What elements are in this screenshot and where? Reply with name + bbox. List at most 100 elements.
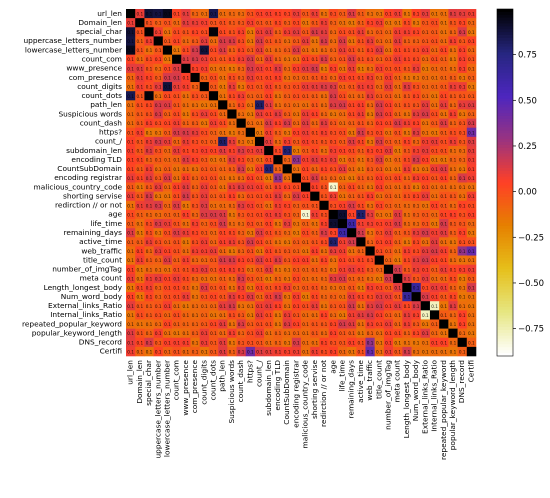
cell-annotation: 0.1 (394, 48, 401, 53)
cell-annotation: 0.1 (164, 121, 171, 126)
cell-annotation: 0.1 (127, 130, 134, 135)
heatmap-cell (218, 191, 228, 202)
cell-annotation: 0.1 (238, 185, 245, 190)
heatmap-cell (190, 164, 200, 174)
cell-annotation: 0.1 (330, 331, 337, 336)
cell-annotation: 0.1 (155, 158, 162, 163)
heatmap-cell (411, 82, 422, 92)
cell-annotation: 0.1 (422, 313, 429, 318)
cell-annotation: 0.1 (440, 276, 447, 281)
cell-annotation: 0.1 (238, 48, 245, 53)
heatmap-cell (282, 319, 293, 329)
heatmap-cell (236, 145, 247, 156)
heatmap-cell (328, 282, 339, 293)
heatmap-cell (218, 273, 228, 284)
heatmap-cell (291, 63, 302, 74)
heatmap-cell (291, 72, 302, 83)
heatmap-cell (457, 255, 468, 265)
heatmap-cell (466, 219, 477, 229)
heatmap-cell (227, 328, 237, 339)
heatmap-cell (245, 72, 256, 83)
cell-annotation: 0.1 (385, 176, 392, 181)
heatmap-cell (172, 54, 182, 65)
heatmap-cell (356, 273, 366, 284)
cell-annotation: 0.1 (468, 121, 475, 126)
colorbar-tick-label: 0.25 (518, 142, 537, 152)
cell-annotation: 0.1 (321, 313, 328, 318)
heatmap-cell (337, 155, 348, 165)
heatmap-cell (208, 209, 219, 220)
heatmap-cell (181, 273, 191, 284)
heatmap-cell (310, 273, 320, 284)
heatmap-cell (153, 182, 164, 192)
heatmap-cell (208, 164, 219, 174)
heatmap-cell (420, 292, 431, 302)
heatmap-cell (254, 100, 265, 110)
heatmap-cell (374, 9, 385, 19)
cell-annotation: 0.1 (367, 94, 374, 99)
heatmap-cell (181, 63, 191, 74)
cell-annotation: 0.1 (210, 212, 217, 217)
heatmap-cell (245, 273, 256, 284)
heatmap-cell (328, 63, 339, 74)
heatmap-cell (319, 219, 329, 229)
colorbar-segment (497, 214, 513, 218)
colorbar-segment (497, 298, 513, 302)
cell-annotation: 0.1 (229, 286, 236, 291)
row-labels: url_lenDomain_lenspecial_charuppercase_l… (22, 9, 123, 356)
heatmap-cell (402, 200, 412, 211)
cell-annotation: 0.1 (330, 94, 337, 99)
column-label: Length_longest_body (402, 359, 411, 438)
cell-annotation: 0.1 (219, 231, 226, 236)
cell-annotation: 0.1 (302, 12, 309, 17)
column-label: redirction // or not (319, 360, 328, 427)
cell-annotation: 0.1 (284, 85, 291, 90)
heatmap-cell (420, 63, 431, 74)
row-label: url_len (97, 9, 122, 18)
colorbar-segment (497, 133, 513, 137)
cell-annotation: 0.1 (201, 167, 208, 172)
colorbar-segment (497, 194, 513, 198)
heatmap-cell (199, 301, 210, 311)
column-label: Certifi (466, 360, 475, 382)
colorbar-segment (497, 98, 513, 102)
cell-annotation: 0.1 (348, 48, 355, 53)
heatmap-cell (365, 219, 375, 229)
cell-annotation: 0.1 (192, 121, 199, 126)
cell-annotation: 0.1 (367, 112, 374, 117)
heatmap-cell (126, 228, 136, 238)
heatmap-cell (301, 36, 311, 46)
heatmap-cell (153, 100, 164, 110)
cell-annotation: 0.1 (422, 322, 429, 327)
heatmap-cell (310, 246, 320, 256)
cell-annotation: 0.1 (293, 66, 300, 71)
cell-annotation: 0.1 (422, 258, 429, 263)
heatmap-cell (273, 155, 283, 165)
cell-annotation: 0.1 (247, 267, 254, 272)
cell-annotation: 0.1 (321, 203, 328, 208)
cell-annotation: 0.1 (275, 340, 282, 345)
cell-annotation: 0.1 (173, 222, 180, 227)
heatmap-cell (439, 301, 449, 311)
cell-annotation: 0.1 (238, 85, 245, 90)
cell-annotation: 0.1 (284, 295, 291, 300)
colorbar-segment (497, 249, 513, 253)
heatmap-cell (199, 118, 210, 129)
cell-annotation: 0.1 (404, 222, 411, 227)
cell-annotation: 0.1 (404, 149, 411, 154)
heatmap-cell (402, 209, 412, 220)
cell-annotation: 0.1 (468, 203, 475, 208)
cell-annotation: 0.1 (265, 222, 272, 227)
heatmap-cell (301, 63, 311, 74)
cell-annotation: 0.1 (468, 304, 475, 309)
cell-annotation: 0.1 (376, 313, 383, 318)
column-label: popular_keyword_length (448, 360, 457, 451)
heatmap-cell (144, 136, 154, 147)
heatmap-cell (439, 337, 449, 348)
heatmap-cell (301, 255, 311, 265)
cell-annotation: 0.1 (219, 322, 226, 327)
heatmap-cell (218, 36, 228, 46)
cell-annotation: 0.1 (201, 276, 208, 281)
heatmap-cell (282, 301, 293, 311)
heatmap-cell (337, 109, 348, 119)
